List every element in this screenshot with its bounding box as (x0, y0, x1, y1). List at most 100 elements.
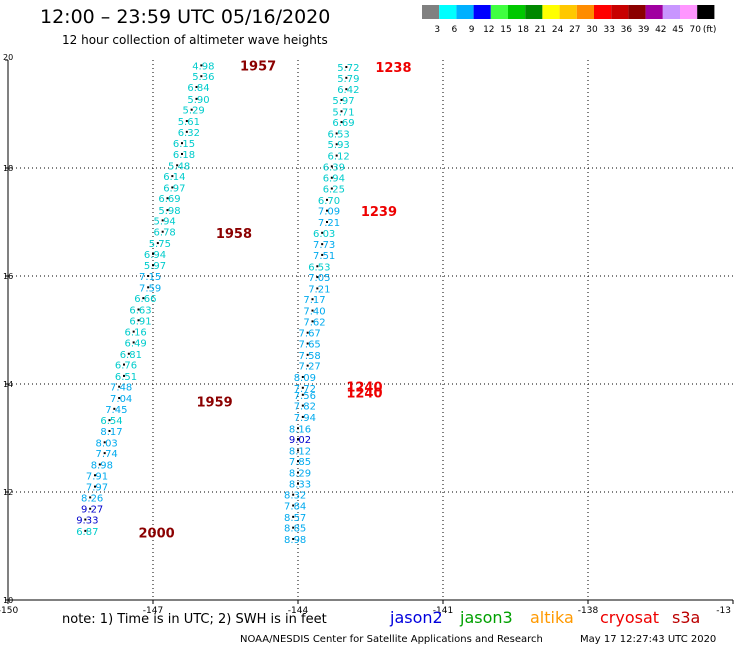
data-label: 7.84 (284, 502, 306, 513)
data-point (156, 242, 159, 245)
colorbar-swatch (662, 5, 680, 19)
grid-lines (8, 60, 733, 600)
data-point (311, 320, 314, 323)
colorbar-label: 36 (621, 25, 633, 35)
data-point (340, 121, 343, 124)
data-label: 6.87 (76, 527, 98, 538)
data-point (103, 441, 106, 444)
data-point (147, 286, 150, 289)
data-point (98, 463, 101, 466)
colorbar-swatch (456, 5, 474, 19)
data-point (335, 154, 338, 157)
data-label: 5.90 (187, 95, 209, 106)
data-label: 6.97 (163, 183, 185, 194)
time-label: 1240 (346, 381, 382, 396)
x-tick-label: -147 (143, 606, 163, 616)
data-point (84, 518, 87, 521)
data-label: 6.94 (144, 250, 166, 261)
data-point (306, 331, 309, 334)
data-point (171, 175, 174, 178)
data-point (195, 97, 198, 100)
data-point (321, 231, 324, 234)
data-point (123, 374, 125, 377)
data-point (113, 407, 116, 410)
data-point (335, 143, 338, 146)
legend-jason3: jason3 (460, 608, 513, 627)
y-tick-label: 18 (3, 164, 13, 173)
data-label: 6.42 (337, 85, 359, 96)
data-label: 8.32 (284, 491, 306, 502)
data-label: 8.85 (284, 524, 306, 535)
data-point (345, 66, 348, 69)
data-point (185, 130, 188, 133)
data-point (161, 219, 164, 222)
x-tick-label: -138 (578, 606, 599, 616)
data-point (330, 165, 333, 168)
data-label: 6.70 (318, 196, 340, 207)
data-label: 7.74 (96, 449, 118, 460)
x-tick-label: -144 (288, 606, 309, 616)
time-label: 2000 (139, 527, 175, 542)
data-point (108, 429, 111, 432)
data-point (306, 364, 309, 367)
time-label: 1239 (361, 205, 397, 220)
data-point (84, 529, 87, 532)
data-label: 7.82 (294, 402, 316, 413)
data-label: 6.84 (187, 83, 209, 94)
data-label: 7.94 (294, 413, 316, 424)
data-label: 6.18 (173, 150, 195, 161)
data-label: 6.91 (129, 316, 151, 327)
data-point (326, 198, 328, 201)
data-point (321, 253, 324, 256)
time-label: 1957 (240, 59, 276, 74)
data-point (132, 341, 135, 344)
colorbar-swatch (594, 5, 612, 19)
colorbar-swatch (422, 5, 440, 19)
colorbar-label: 24 (552, 25, 564, 35)
data-point (340, 110, 343, 113)
data-label: 7.62 (303, 317, 325, 328)
data-label: 5.61 (178, 117, 200, 128)
data-label: 5.98 (158, 206, 180, 217)
data-point (301, 393, 304, 396)
colorbar-label: 27 (569, 25, 580, 35)
data-label: 6.78 (154, 228, 176, 239)
data-point (316, 287, 319, 290)
data-label: 6.12 (328, 152, 350, 163)
data-point (137, 308, 140, 311)
data-point (297, 482, 299, 485)
credit-text: NOAA/NESDIS Center for Satellite Applica… (240, 634, 543, 645)
data-point (301, 375, 304, 378)
footer-note: note: 1) Time is in UTC; 2) SWH is in fe… (62, 612, 327, 627)
data-label: 7.15 (139, 272, 161, 283)
colorbar-swatch (611, 5, 629, 19)
data-point (181, 152, 183, 155)
data-label: 6.49 (125, 338, 147, 349)
data-label: 6.14 (163, 172, 185, 183)
data-label: 6.81 (120, 350, 142, 361)
data-point (311, 298, 314, 301)
data-label: 5.29 (183, 106, 205, 117)
data-label: 6.53 (308, 262, 330, 273)
data-point (292, 537, 295, 540)
data-label: 7.27 (299, 362, 321, 373)
data-label: 5.72 (337, 63, 359, 74)
data-label: 7.48 (110, 383, 132, 394)
data-label: 8.17 (100, 427, 122, 438)
colorbar-swatch (490, 5, 508, 19)
data-label: 5.71 (332, 107, 354, 118)
data-label: 7.72 (294, 384, 316, 395)
data-point (147, 275, 150, 277)
colorbar-label: 9 (469, 25, 475, 35)
data-label: 6.53 (328, 129, 350, 140)
x-tick-label: -13 (716, 606, 731, 616)
data-label: 9.33 (76, 516, 98, 527)
data-point (171, 186, 174, 189)
data-label: 7.67 (299, 329, 321, 340)
colorbar-legend: 3 6 9 12 15 18 21 24 27 30 33 36 39 42 45 70 (ft) (422, 5, 716, 35)
colorbar-label: 39 (638, 25, 650, 35)
data-label: 6.54 (100, 416, 122, 427)
y-tick-label: 16 (3, 272, 13, 281)
